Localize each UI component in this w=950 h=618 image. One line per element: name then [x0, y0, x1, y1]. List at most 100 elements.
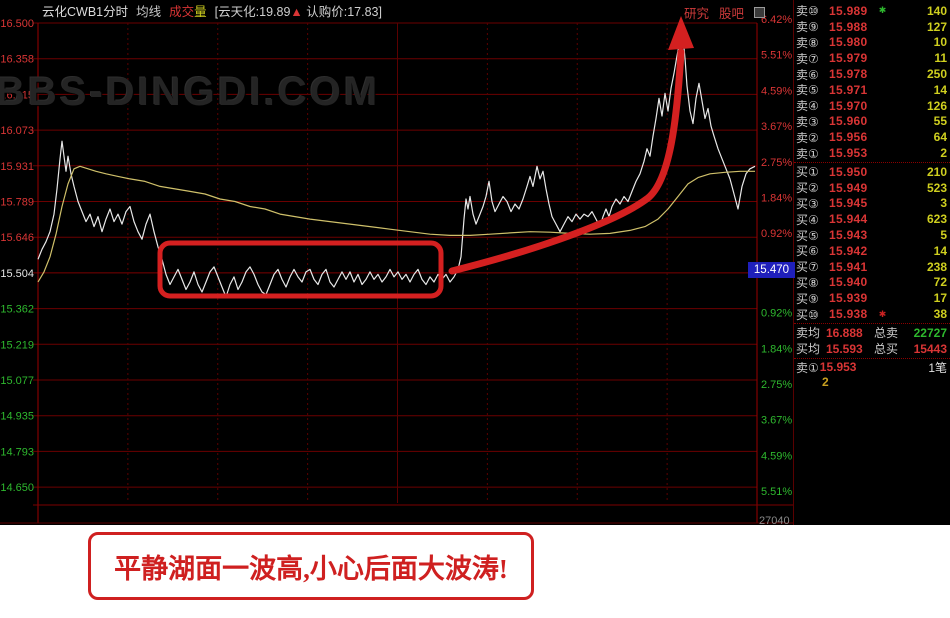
- bid-level-label: 买⑧: [796, 275, 819, 290]
- y-axis-price-label: 15.931: [0, 161, 34, 173]
- y-axis-price-label: 15.646: [0, 232, 34, 244]
- bid-price: 15.940: [829, 275, 868, 290]
- ask-price: 15.960: [829, 114, 868, 129]
- ask-price: 15.980: [829, 35, 868, 50]
- total-buy-value: 15443: [913, 341, 947, 356]
- volume-axis-label: 27040: [759, 515, 790, 525]
- ask-volume: 2: [940, 146, 947, 161]
- sell-avg-label: 卖均: [796, 326, 821, 341]
- bid-row[interactable]: 买⑥ 15.942 14: [794, 243, 950, 259]
- buy-summary-row: 买均 15.593 总买 15443: [794, 341, 950, 357]
- ask-levels: 卖⑩ 15.989 ✱ 140 卖⑨ 15.988 127 卖⑧ 15.980 10 卖⑦ 15.97…: [794, 3, 950, 161]
- annotation-note-box: 平静湖面一波高,小心后面大波涛!: [88, 532, 534, 600]
- last-trade-row[interactable]: 卖① 15.953 1笔: [794, 360, 950, 375]
- bid-volume: 14: [933, 243, 947, 258]
- ask-row[interactable]: 卖⑩ 15.989 ✱ 140: [794, 3, 950, 19]
- ask-row[interactable]: 卖④ 15.970 126: [794, 98, 950, 114]
- ask-price: 15.970: [829, 98, 868, 113]
- y-axis-price-label: 14.650: [0, 482, 34, 494]
- ask-level-label: 卖①: [796, 146, 819, 161]
- research-link[interactable]: 研究: [684, 7, 710, 21]
- bid-level-label: 买③: [796, 196, 819, 211]
- ask-volume: 64: [933, 130, 947, 145]
- ask-price: 15.988: [829, 19, 868, 34]
- ask-price: 15.971: [829, 82, 868, 97]
- ask-volume: 11: [934, 51, 947, 66]
- ask-volume: 126: [926, 98, 947, 113]
- bid-row[interactable]: 买⑨ 15.939 17: [794, 290, 950, 306]
- order-book-panel: 卖⑩ 15.989 ✱ 140 卖⑨ 15.988 127 卖⑧ 15.980 10 卖⑦ 15.97…: [793, 0, 950, 525]
- ask-level-label: 卖⑩: [796, 4, 819, 19]
- bid-level-label: 买⑦: [796, 260, 819, 275]
- bid-level-label: 买⑨: [796, 291, 819, 306]
- ask-price: 15.989: [829, 3, 868, 18]
- bid-row[interactable]: 买② 15.949 523: [794, 180, 950, 196]
- last-trade-count: 1笔: [928, 360, 947, 375]
- ask-row[interactable]: 卖⑤ 15.971 14: [794, 82, 950, 98]
- bid-row[interactable]: 买③ 15.945 3: [794, 196, 950, 212]
- bid-row[interactable]: 买⑩ 15.938 ✱ 38: [794, 306, 950, 322]
- bid-volume: 17: [933, 291, 947, 306]
- orderbook-divider: [794, 161, 950, 163]
- bid-price: 15.941: [829, 259, 868, 274]
- ask-row[interactable]: 卖⑦ 15.979 11: [794, 50, 950, 66]
- ma-toggle[interactable]: 均线: [136, 4, 162, 19]
- ask-price: 15.956: [829, 130, 868, 145]
- guba-link[interactable]: 股吧: [719, 7, 745, 21]
- last-trade-label: 卖①: [796, 360, 819, 375]
- ask-level-label: 卖④: [796, 99, 819, 114]
- ask-price: 15.953: [829, 146, 868, 161]
- pct-label-down: 3.67%: [761, 415, 792, 427]
- bid-price: 15.950: [829, 164, 868, 179]
- pct-label-down: 1.84%: [761, 343, 792, 355]
- orderbook-divider: [794, 322, 950, 324]
- intraday-chart[interactable]: 16.500 16.358 16.215 16.073 15.931 15.789 15.6…: [0, 0, 793, 525]
- pct-label-up: 6.42%: [761, 14, 792, 26]
- buy-avg-value: 15.593: [826, 341, 863, 356]
- bid-price: 15.943: [829, 228, 868, 243]
- ask-level-label: 卖⑥: [796, 67, 819, 82]
- bid-volume: 5: [940, 228, 947, 243]
- ask-row[interactable]: 卖⑨ 15.988 127: [794, 19, 950, 35]
- ask-row[interactable]: 卖① 15.953 2: [794, 145, 950, 161]
- y-axis-price-label: 16.073: [0, 125, 34, 137]
- bid-volume: 238: [926, 259, 947, 274]
- buy-avg-label: 买均: [796, 342, 821, 357]
- bid-price: 15.942: [829, 243, 868, 258]
- total-sell-label: 总卖: [874, 326, 899, 341]
- up-triangle-icon: ▲: [290, 4, 303, 19]
- ask-level-label: 卖②: [796, 130, 819, 145]
- bid-level-label: 买④: [796, 212, 819, 227]
- ask-row[interactable]: 卖⑥ 15.978 250: [794, 66, 950, 82]
- ask-price: 15.979: [829, 51, 868, 66]
- bid-level-label: 买②: [796, 181, 819, 196]
- ask-row[interactable]: 卖⑧ 15.980 10: [794, 35, 950, 51]
- ask-row[interactable]: 卖② 15.956 64: [794, 129, 950, 145]
- bid-volume: 623: [926, 212, 947, 227]
- window-icon[interactable]: [754, 7, 766, 18]
- ask-price: 15.978: [829, 67, 868, 82]
- bid-price: 15.938: [829, 307, 868, 322]
- arrow-annotation-shaft: [448, 48, 685, 275]
- bid-row[interactable]: 买⑧ 15.940 72: [794, 275, 950, 291]
- sell-summary-row: 卖均 16.888 总卖 22727: [794, 325, 950, 341]
- volume-toggle[interactable]: 成交量: [169, 4, 207, 19]
- bid-level-label: 买⑩: [796, 307, 819, 322]
- bid-volume: 72: [933, 275, 947, 290]
- pct-label-down: 0.92%: [761, 308, 792, 320]
- pct-label-down: 4.59%: [761, 450, 792, 462]
- pct-label-down: 2.75%: [761, 379, 792, 391]
- bid-row[interactable]: 买④ 15.944 623: [794, 211, 950, 227]
- bid-row[interactable]: 买① 15.950 210: [794, 164, 950, 180]
- pct-label-up: 2.75%: [761, 157, 792, 169]
- bid-row[interactable]: 买⑤ 15.943 5: [794, 227, 950, 243]
- bid-price: 15.945: [829, 196, 868, 211]
- ask-volume: 10: [933, 35, 947, 50]
- pct-label-up: 3.67%: [761, 121, 792, 133]
- bid-row[interactable]: 买⑦ 15.941 238: [794, 259, 950, 275]
- order-mark-icon: ✱: [878, 308, 887, 319]
- pct-label-up: 4.59%: [761, 85, 792, 97]
- ask-row[interactable]: 卖③ 15.960 55: [794, 114, 950, 130]
- sell-avg-value: 16.888: [826, 325, 863, 340]
- bid-levels: 买① 15.950 210 买② 15.949 523 买③ 15.945 3 买④ 15.944 6…: [794, 164, 950, 322]
